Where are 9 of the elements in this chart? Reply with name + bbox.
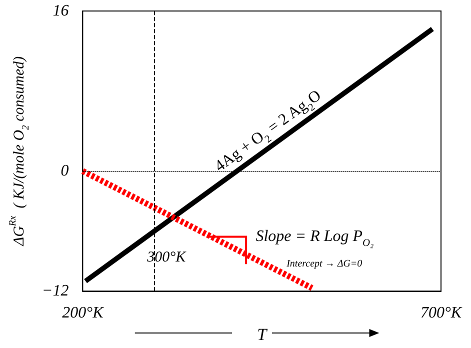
x-tick-label: 200°K — [62, 304, 105, 322]
annotation: Intercept → ΔG=0 — [286, 258, 362, 270]
x-tick-label: 700°K — [420, 304, 463, 322]
ref-line-label: 300°K — [146, 250, 187, 266]
y-tick-label: −12 — [42, 282, 69, 300]
y-tick-label: 0 — [60, 162, 69, 180]
x-axis-title: T — [257, 325, 268, 344]
y-tick-label: 16 — [52, 2, 69, 20]
y-axis-title: ΔGRx ( KJ/(mole O2 consumed) — [8, 56, 32, 247]
